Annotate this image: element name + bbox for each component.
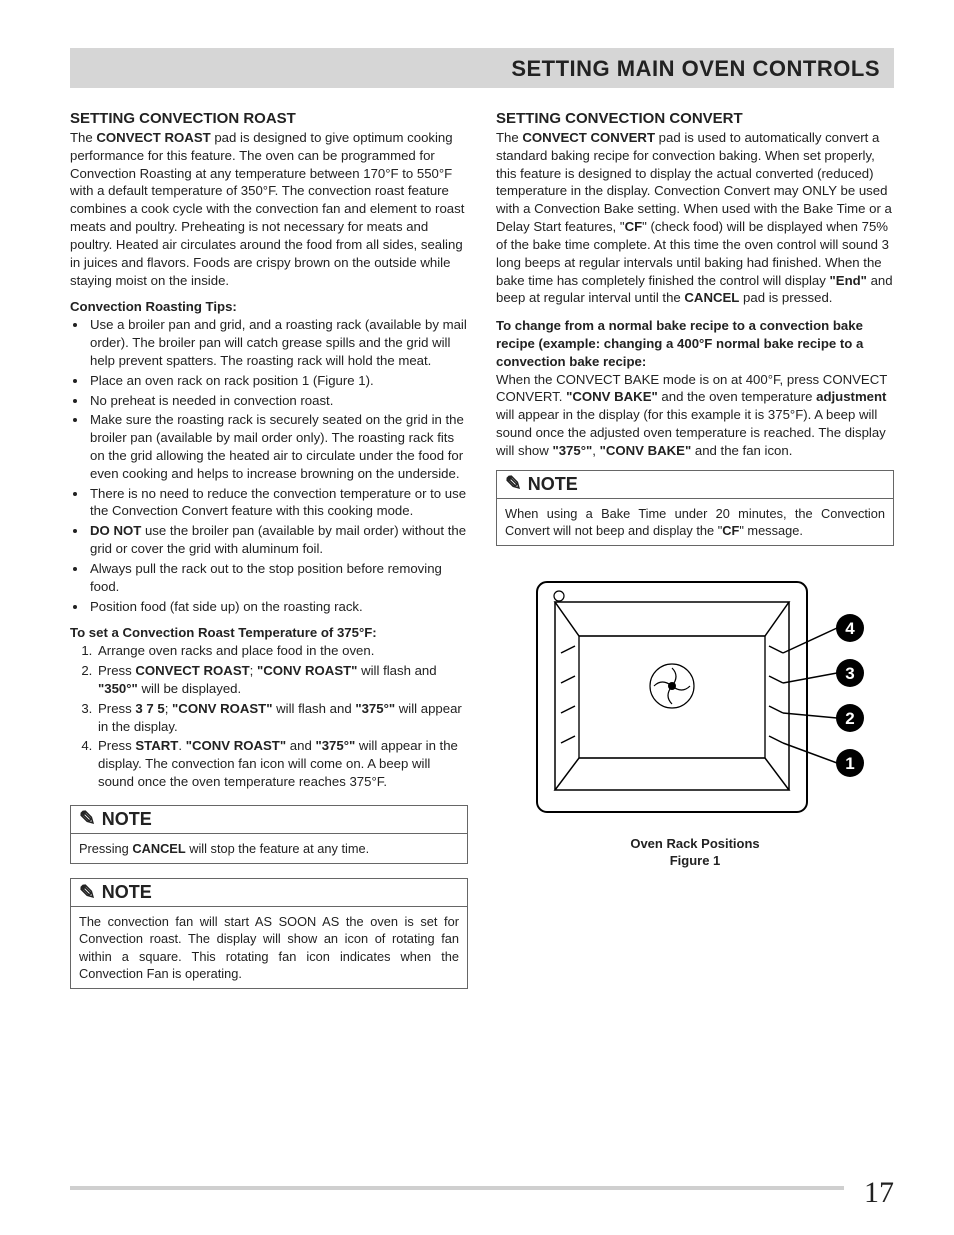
note-header: ✎ NOTE (497, 471, 893, 499)
note-label: NOTE (102, 882, 152, 903)
steps-heading: To set a Convection Roast Temperature of… (70, 625, 468, 640)
caption-line1: Oven Rack Positions (630, 836, 759, 851)
note-box-1: ✎ NOTE Pressing CANCEL will stop the fea… (70, 805, 468, 864)
section-title: SETTING MAIN OVEN CONTROLS (84, 56, 880, 82)
tips-heading: Convection Roasting Tips: (70, 299, 468, 314)
list-item: Use a broiler pan and grid, and a roasti… (88, 316, 468, 369)
oven-diagram: 4 3 2 1 (515, 568, 875, 828)
svg-text:2: 2 (845, 709, 854, 728)
list-item: Press 3 7 5; "CONV ROAST" will flash and… (96, 700, 468, 736)
note-icon: ✎ (79, 809, 96, 829)
list-item: Press START. "CONV ROAST" and "375°" wil… (96, 737, 468, 790)
svg-text:1: 1 (845, 754, 854, 773)
content-columns: SETTING CONVECTION ROAST The CONVECT ROA… (70, 110, 894, 1003)
right-column: SETTING CONVECTION CONVERT The CONVECT C… (496, 110, 894, 1003)
list-item: Arrange oven racks and place food in the… (96, 642, 468, 660)
page: SETTING MAIN OVEN CONTROLS SETTING CONVE… (0, 0, 954, 1228)
note-body-1: Pressing CANCEL will stop the feature at… (71, 834, 467, 863)
note-body-2: The convection fan will start AS SOON AS… (71, 907, 467, 988)
steps-list: Arrange oven racks and place food in the… (70, 642, 468, 791)
change-recipe: To change from a normal bake recipe to a… (496, 317, 894, 460)
change-body: When the CONVECT BAKE mode is on at 400°… (496, 372, 887, 458)
right-heading: SETTING CONVECTION CONVERT (496, 110, 894, 127)
list-item: Always pull the rack out to the stop pos… (88, 560, 468, 596)
list-item: There is no need to reduce the convectio… (88, 485, 468, 521)
note-box-3: ✎ NOTE When using a Bake Time under 20 m… (496, 470, 894, 547)
list-item: DO NOT use the broiler pan (available by… (88, 522, 468, 558)
note-icon: ✎ (79, 883, 96, 903)
figure-caption: Oven Rack Positions Figure 1 (496, 836, 894, 870)
page-number: 17 (864, 1176, 894, 1210)
list-item: Position food (fat side up) on the roast… (88, 598, 468, 616)
note-header: ✎ NOTE (71, 806, 467, 834)
figure-1: 4 3 2 1 Oven Rack Positions Figure 1 (496, 568, 894, 870)
right-intro: The CONVECT CONVERT pad is used to autom… (496, 129, 894, 307)
footer-rule (70, 1186, 844, 1190)
list-item: Press CONVECT ROAST; "CONV ROAST" will f… (96, 662, 468, 698)
note-label: NOTE (102, 809, 152, 830)
note-header: ✎ NOTE (71, 879, 467, 907)
left-intro: The CONVECT ROAST pad is designed to giv… (70, 129, 468, 289)
section-header: SETTING MAIN OVEN CONTROLS (70, 48, 894, 88)
svg-text:3: 3 (845, 664, 854, 683)
note-box-2: ✎ NOTE The convection fan will start AS … (70, 878, 468, 989)
list-item: Place an oven rack on rack position 1 (F… (88, 372, 468, 390)
left-heading: SETTING CONVECTION ROAST (70, 110, 468, 127)
note-label: NOTE (528, 474, 578, 495)
note-body-3: When using a Bake Time under 20 minutes,… (497, 499, 893, 546)
tips-list: Use a broiler pan and grid, and a roasti… (70, 316, 468, 615)
list-item: No preheat is needed in convection roast… (88, 392, 468, 410)
svg-text:4: 4 (845, 619, 855, 638)
note-icon: ✎ (505, 474, 522, 494)
list-item: Make sure the roasting rack is securely … (88, 411, 468, 482)
change-head: To change from a normal bake recipe to a… (496, 318, 863, 369)
caption-line2: Figure 1 (670, 853, 721, 868)
left-column: SETTING CONVECTION ROAST The CONVECT ROA… (70, 110, 468, 1003)
